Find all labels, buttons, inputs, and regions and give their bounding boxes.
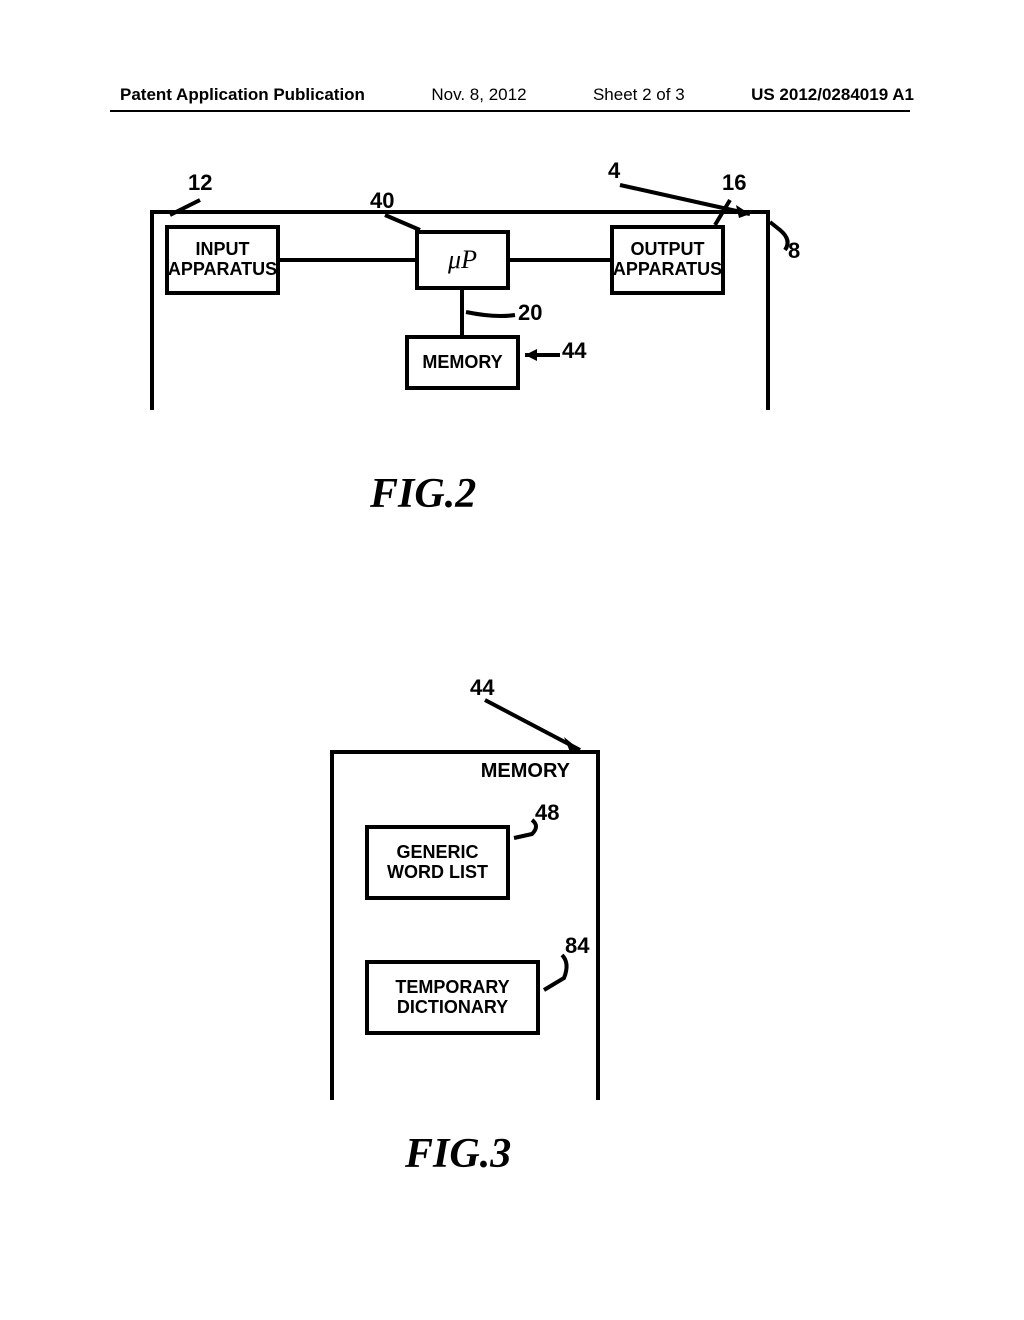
input-apparatus-label: INPUT APPARATUS (168, 240, 277, 280)
figure-2: INPUT APPARATUS μP OUTPUT APPARATUS MEMO… (130, 160, 780, 420)
header-rule (110, 110, 910, 112)
ref-12: 12 (188, 170, 212, 196)
microprocessor-label: μP (448, 245, 477, 275)
memory-label: MEMORY (422, 352, 502, 373)
microprocessor-box: μP (415, 230, 510, 290)
fig3-ref-48: 48 (535, 800, 559, 826)
fig3-memory-outer (330, 750, 600, 1100)
fig3-ref-84: 84 (565, 933, 589, 959)
ref-44: 44 (562, 338, 586, 364)
figure-3: MEMORY GENERIC WORD LIST TEMPORARY DICTI… (310, 670, 710, 1150)
ref-40: 40 (370, 188, 394, 214)
publication-label: Patent Application Publication (120, 85, 365, 105)
publication-number: US 2012/0284019 A1 (751, 85, 914, 105)
page: { "header": { "pub_label": "Patent Appli… (0, 0, 1024, 1320)
fig3-ref-44: 44 (470, 675, 494, 701)
sheet-number: Sheet 2 of 3 (593, 85, 685, 105)
ref-4: 4 (608, 158, 620, 184)
output-apparatus-box: OUTPUT APPARATUS (610, 225, 725, 295)
publication-date: Nov. 8, 2012 (431, 85, 526, 105)
temporary-dictionary-label: TEMPORARY DICTIONARY (395, 978, 509, 1018)
fig2-caption: FIG.2 (370, 470, 476, 518)
page-header: Patent Application Publication Nov. 8, 2… (0, 85, 1024, 105)
fig3-memory-title: MEMORY (340, 760, 590, 783)
conn-mup-memory (460, 290, 464, 335)
generic-word-list-label: GENERIC WORD LIST (387, 843, 488, 883)
ref-20: 20 (518, 300, 542, 326)
memory-box: MEMORY (405, 335, 520, 390)
input-apparatus-box: INPUT APPARATUS (165, 225, 280, 295)
conn-mup-output (510, 258, 610, 262)
generic-word-list-box: GENERIC WORD LIST (365, 825, 510, 900)
conn-input-mup (280, 258, 415, 262)
fig3-caption: FIG.3 (405, 1130, 511, 1178)
temporary-dictionary-box: TEMPORARY DICTIONARY (365, 960, 540, 1035)
ref-8: 8 (788, 238, 800, 264)
ref-16: 16 (722, 170, 746, 196)
output-apparatus-label: OUTPUT APPARATUS (613, 240, 722, 280)
